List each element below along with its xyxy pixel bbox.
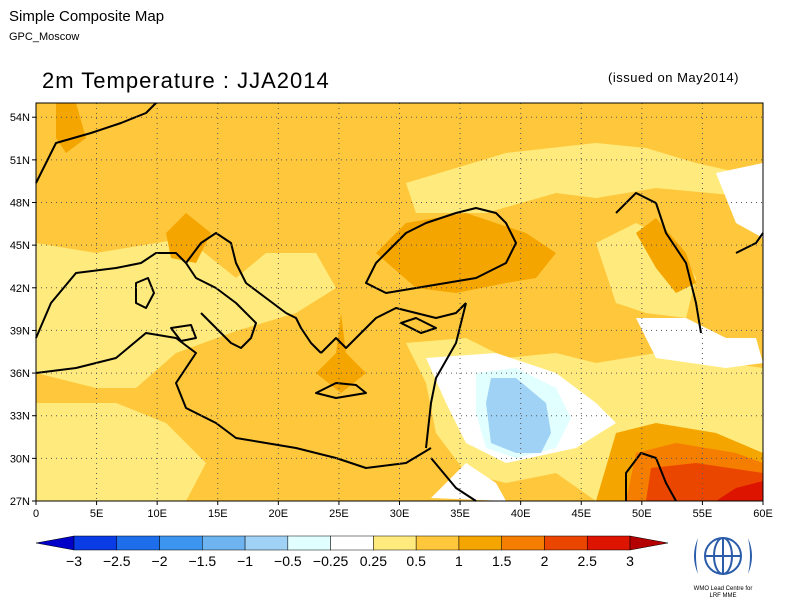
colorbar-label: 2.5 (577, 553, 597, 569)
lat-tick-label: 51N (10, 155, 30, 167)
colorbar-segment (244, 535, 289, 551)
field-neutral-ne (716, 163, 763, 238)
field-0.25-0.5-west (36, 238, 336, 388)
lat-tick-label: 42N (10, 283, 30, 295)
colorbar-label: 0.5 (406, 553, 426, 569)
colorbar-label: 3 (626, 553, 634, 569)
colorbar-label: −0.5 (274, 553, 302, 569)
colorbar-segment (116, 535, 160, 551)
colorbar-segment (73, 535, 118, 551)
map-frame (35, 102, 764, 502)
colorbar-segment (458, 535, 502, 551)
field-negative-0.5 (486, 378, 551, 453)
header-source: GPC_Moscow (9, 31, 80, 43)
field-0.25-0.5-africa-west (36, 403, 206, 501)
lat-tick-label: 33N (10, 411, 30, 423)
lon-tick-label: 30E (390, 508, 410, 520)
lat-tick-label: 45N (10, 240, 30, 252)
colorbar-segment (159, 535, 203, 551)
temperature-field (36, 103, 763, 501)
colorbar-label: −2.5 (103, 553, 131, 569)
colorbar: −3 −2.5 −2 −1.5 −1 −0.5 −0.25 0.25 0.5 1 1.5 2 2.5 3 (36, 535, 669, 569)
lon-tick-label: 25E (329, 508, 349, 520)
colorbar-segment (629, 535, 669, 551)
lon-tick-label: 20E (269, 508, 289, 520)
colorbar-segment (287, 535, 331, 551)
lon-tick-label: 40E (511, 508, 531, 520)
field-1-1.5-caucasus (636, 218, 696, 293)
lon-tick-label: 60E (753, 508, 773, 520)
lon-tick-label: 45E (571, 508, 591, 520)
lon-tick-label: 0 (33, 508, 39, 520)
colorbar-label: 0.25 (360, 553, 387, 569)
header-title: Simple Composite Map (9, 8, 165, 25)
lon-tick-label: 10E (147, 508, 167, 520)
colorbar-segment (415, 535, 460, 551)
field-1-1.5-alps (166, 213, 211, 263)
map-issued-date: (issued on May2014) (608, 70, 739, 85)
colorbar-label: 1 (455, 553, 463, 569)
colorbar-segment (586, 535, 631, 551)
lon-tick-label: 55E (693, 508, 713, 520)
lat-tick-label: 54N (10, 112, 30, 124)
colorbar-segment (544, 535, 588, 551)
colorbar-segment (501, 535, 545, 551)
colorbar-labels: −3 −2.5 −2 −1.5 −1 −0.5 −0.25 0.25 0.5 1 1.5 2 2.5 3 (66, 553, 634, 569)
axis-ticks: 27N 30N 33N 36N 39N 42N 45N 48N 51N 54N 0 5E 10E 15E 2… (10, 112, 773, 520)
lon-tick-label: 15E (208, 508, 228, 520)
colorbar-segment (202, 535, 246, 551)
colorbar-segment (330, 535, 374, 551)
colorbar-label: 1.5 (492, 553, 512, 569)
colorbar-label: 2 (541, 553, 549, 569)
logo-text-line1: WMO Lead Centre for (693, 586, 753, 592)
logo-text-line2: LRF MME (709, 593, 737, 599)
colorbar-label: −1.5 (188, 553, 216, 569)
field-2.5-3 (716, 481, 763, 501)
colorbar-label: −2 (152, 553, 168, 569)
field-1-1.5-crete (316, 313, 366, 393)
colorbar-label: −0.25 (313, 553, 349, 569)
field-neutral-iran (636, 318, 763, 368)
colorbar-label: −1 (237, 553, 253, 569)
lat-tick-label: 48N (10, 198, 30, 210)
lat-tick-label: 36N (10, 368, 30, 380)
map-plot: 27N 30N 33N 36N 39N 42N 45N 48N 51N 54N 0 5E 10E 15E 2… (10, 102, 773, 520)
lat-tick-label: 30N (10, 453, 30, 465)
lon-tick-label: 50E (632, 508, 652, 520)
field-0.25-0.5-north (406, 143, 763, 213)
colorbar-label: −3 (66, 553, 82, 569)
colorbar-segments (36, 535, 669, 551)
colorbar-segment (373, 535, 417, 551)
lat-tick-label: 27N (10, 496, 30, 508)
map-title: 2m Temperature : JJA2014 (42, 68, 330, 93)
lon-tick-label: 35E (450, 508, 470, 520)
colorbar-segment (36, 535, 75, 551)
lon-tick-label: 5E (90, 508, 103, 520)
lat-tick-label: 39N (10, 325, 30, 337)
field-neutral-sinai (431, 463, 506, 501)
wmo-logo (694, 537, 752, 575)
